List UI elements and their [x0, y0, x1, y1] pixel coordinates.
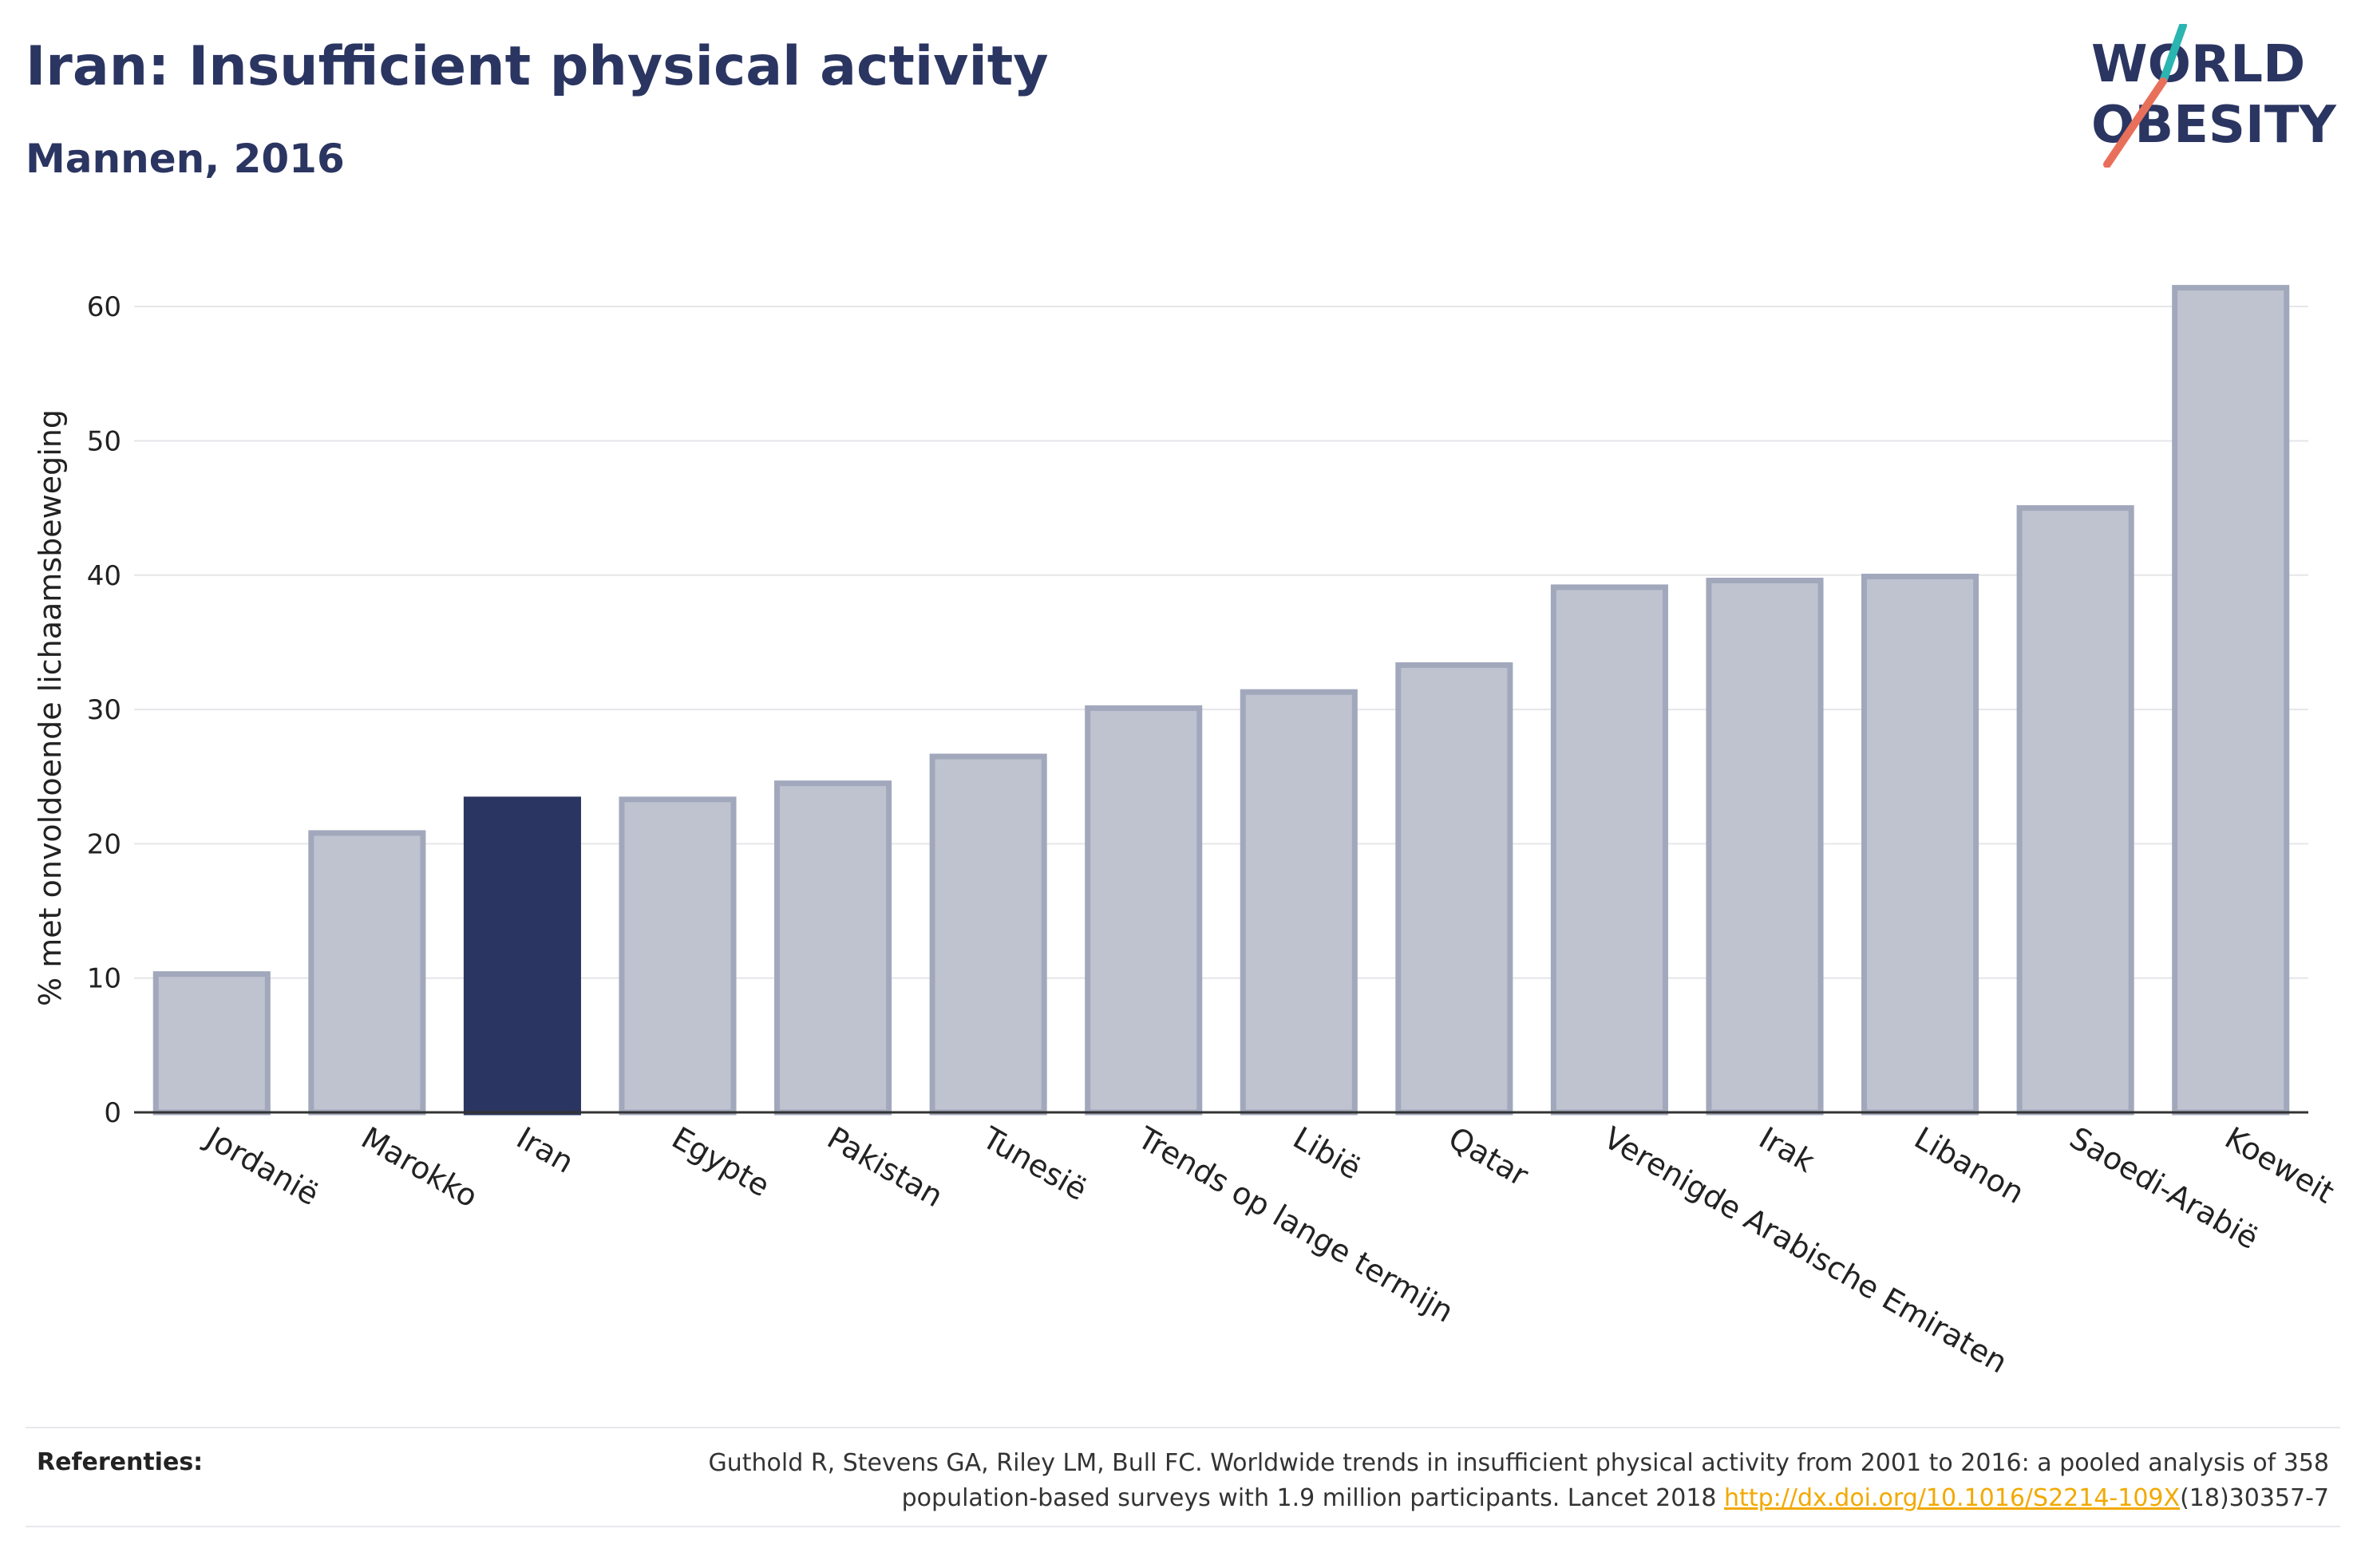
- bar-pakistan: [774, 780, 892, 1116]
- bar-chart: 0 10 20 30 40 50 60 % met onvoldoende lichaamsb…: [33, 285, 2340, 1380]
- bar-libië: [1240, 689, 1358, 1116]
- footer-divider-bottom: [26, 1526, 2340, 1527]
- y-axis-label: % met onvoldoende lichaamsbeweging: [33, 409, 68, 1006]
- x-tick-label: Libanon: [1908, 1120, 2030, 1211]
- bar-irak: [1706, 578, 1824, 1116]
- page-title: Iran: Insufficient physical activity: [26, 35, 1049, 98]
- footer-divider-top: [26, 1427, 2340, 1428]
- references-text: Guthold R, Stevens GA, Riley LM, Bull FC…: [493, 1446, 2329, 1516]
- reference-line-2: population-based surveys with 1.9 millio…: [901, 1484, 1725, 1512]
- bar-iran: [463, 796, 581, 1116]
- x-tick-label: Koeweit: [2219, 1120, 2340, 1211]
- y-tick-label: 0: [104, 1097, 121, 1129]
- bar-verenigde-arabische-emiraten: [1550, 584, 1668, 1116]
- bar-marokko: [308, 830, 426, 1116]
- x-tick-label: Iran: [511, 1120, 579, 1180]
- x-tick-label: Qatar: [1442, 1120, 1534, 1194]
- logo-slash-teal: [2159, 24, 2187, 85]
- reference-line-2-end: (18)30357-7: [2180, 1484, 2329, 1512]
- y-tick-label: 60: [87, 291, 121, 323]
- x-tick-label: Egypte: [666, 1120, 776, 1204]
- x-tick-label: Jordanië: [199, 1120, 325, 1213]
- bar-jordanië: [152, 971, 271, 1116]
- y-tick-label: 30: [87, 694, 121, 726]
- bar-tunesië: [929, 753, 1047, 1116]
- x-tick-label: Libië: [1287, 1120, 1367, 1187]
- references-label: Referenties:: [37, 1448, 204, 1476]
- bar-egypte: [619, 796, 737, 1116]
- logo-text-world: WORLD: [2091, 35, 2305, 94]
- x-tick-label: Tunesië: [976, 1120, 1093, 1207]
- world-obesity-logo: WORLD OBESITY: [2091, 24, 2336, 168]
- bar-saoedi-arabië: [2016, 505, 2134, 1116]
- x-tick-label: Marokko: [355, 1120, 484, 1215]
- logo-slash-coral: [2103, 77, 2167, 168]
- bar-trends-op-lange-termijn: [1085, 705, 1203, 1116]
- x-tick-label: Pakistan: [821, 1120, 949, 1215]
- y-tick-label: 10: [87, 963, 121, 995]
- y-tick-label: 40: [87, 560, 121, 592]
- reference-line-1: Guthold R, Stevens GA, Riley LM, Bull FC…: [708, 1449, 2329, 1477]
- x-tick-label: Irak: [1754, 1120, 1821, 1179]
- bar-koeweit: [2172, 285, 2290, 1116]
- y-tick-label: 50: [87, 425, 121, 457]
- bar-libanon: [1861, 573, 1979, 1116]
- y-tick-label: 20: [87, 828, 121, 860]
- page-subtitle: Mannen, 2016: [26, 136, 345, 182]
- bar-qatar: [1395, 662, 1513, 1116]
- doi-link[interactable]: http://dx.doi.org/10.1016/S2214-109X: [1724, 1484, 2181, 1512]
